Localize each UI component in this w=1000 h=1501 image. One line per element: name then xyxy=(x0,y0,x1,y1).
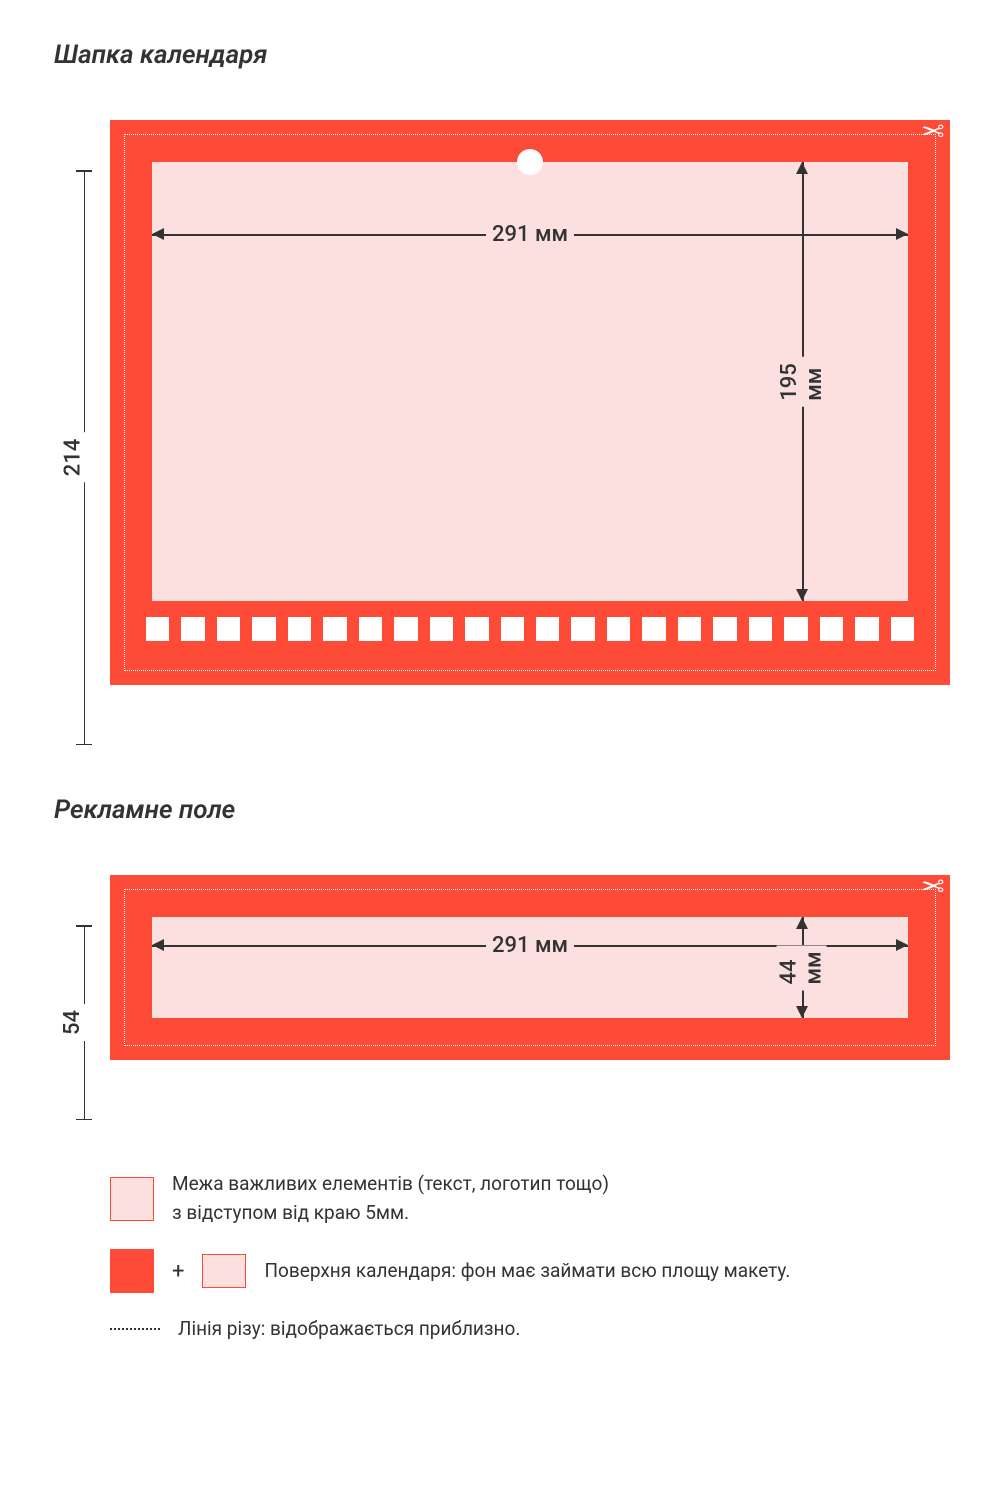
bleed-area-2: ✂ 291 мм 44 мм xyxy=(110,875,950,1060)
section-2-title: Рекламне поле xyxy=(54,795,950,825)
perf-square xyxy=(181,617,204,641)
perf-square xyxy=(536,617,559,641)
perf-square xyxy=(607,617,630,641)
scissors-icon: ✂ xyxy=(921,873,944,901)
legend-row-surface: + Поверхня календаря: фон має займати вс… xyxy=(110,1249,950,1293)
perf-square xyxy=(642,617,665,641)
perf-square xyxy=(288,617,311,641)
perf-square xyxy=(713,617,736,641)
dim-inner-height-1-label: 195 мм xyxy=(777,357,827,407)
perf-square xyxy=(430,617,453,641)
figure-2: 301 мм 54 ✂ 291 мм 44 мм xyxy=(50,875,950,1120)
perf-square xyxy=(359,617,382,641)
legend-row-cut: Лінія різу: відображається приблизно. xyxy=(110,1315,950,1344)
dim-left-2-label: 54 xyxy=(60,1004,85,1041)
legend-safe-text: Межа важливих елементів (текст, логотип … xyxy=(172,1170,609,1227)
perf-square xyxy=(323,617,346,641)
perf-square xyxy=(749,617,772,641)
swatch-cutline xyxy=(110,1328,160,1330)
swatch-safe-small xyxy=(202,1254,246,1288)
perf-square xyxy=(678,617,701,641)
legend-surface-text: Поверхня календаря: фон має займати всю … xyxy=(264,1257,790,1286)
legend-cut-text: Лінія різу: відображається приблизно. xyxy=(178,1315,520,1344)
dim-left-1-label: 214 xyxy=(60,433,85,483)
hanger-hole xyxy=(517,149,543,175)
dim-inner-height-2-label: 44 мм xyxy=(777,945,827,990)
swatch-bleed xyxy=(110,1249,154,1293)
perf-square xyxy=(394,617,417,641)
perf-square xyxy=(891,617,914,641)
legend-row-safe: Межа важливих елементів (текст, логотип … xyxy=(110,1170,950,1227)
legend: Межа важливих елементів (текст, логотип … xyxy=(110,1170,950,1344)
perf-square xyxy=(146,617,169,641)
figure-1: 301 мм 214 ✂ 291 мм 195 мм xyxy=(50,120,950,745)
perf-square xyxy=(820,617,843,641)
perf-square xyxy=(252,617,275,641)
perf-square xyxy=(571,617,594,641)
dim-inner-width-1-label: 291 мм xyxy=(486,222,574,247)
bleed-area-1: ✂ 291 мм 195 мм xyxy=(110,120,950,685)
plus-icon: + xyxy=(172,1255,184,1288)
perf-square xyxy=(465,617,488,641)
dim-inner-height-1: 195 мм xyxy=(788,162,816,601)
section-1-title: Шапка календаря xyxy=(54,40,950,70)
dim-left-1: 214 xyxy=(50,170,100,745)
perf-square xyxy=(855,617,878,641)
dim-inner-width-2-label: 291 мм xyxy=(486,933,574,958)
dim-left-2: 54 xyxy=(50,925,100,1120)
scissors-icon: ✂ xyxy=(921,118,944,146)
perforation-row xyxy=(146,617,914,641)
perf-square xyxy=(501,617,524,641)
perf-square xyxy=(217,617,240,641)
swatch-safe xyxy=(110,1177,154,1221)
perf-square xyxy=(784,617,807,641)
dim-inner-height-2: 44 мм xyxy=(788,917,816,1018)
